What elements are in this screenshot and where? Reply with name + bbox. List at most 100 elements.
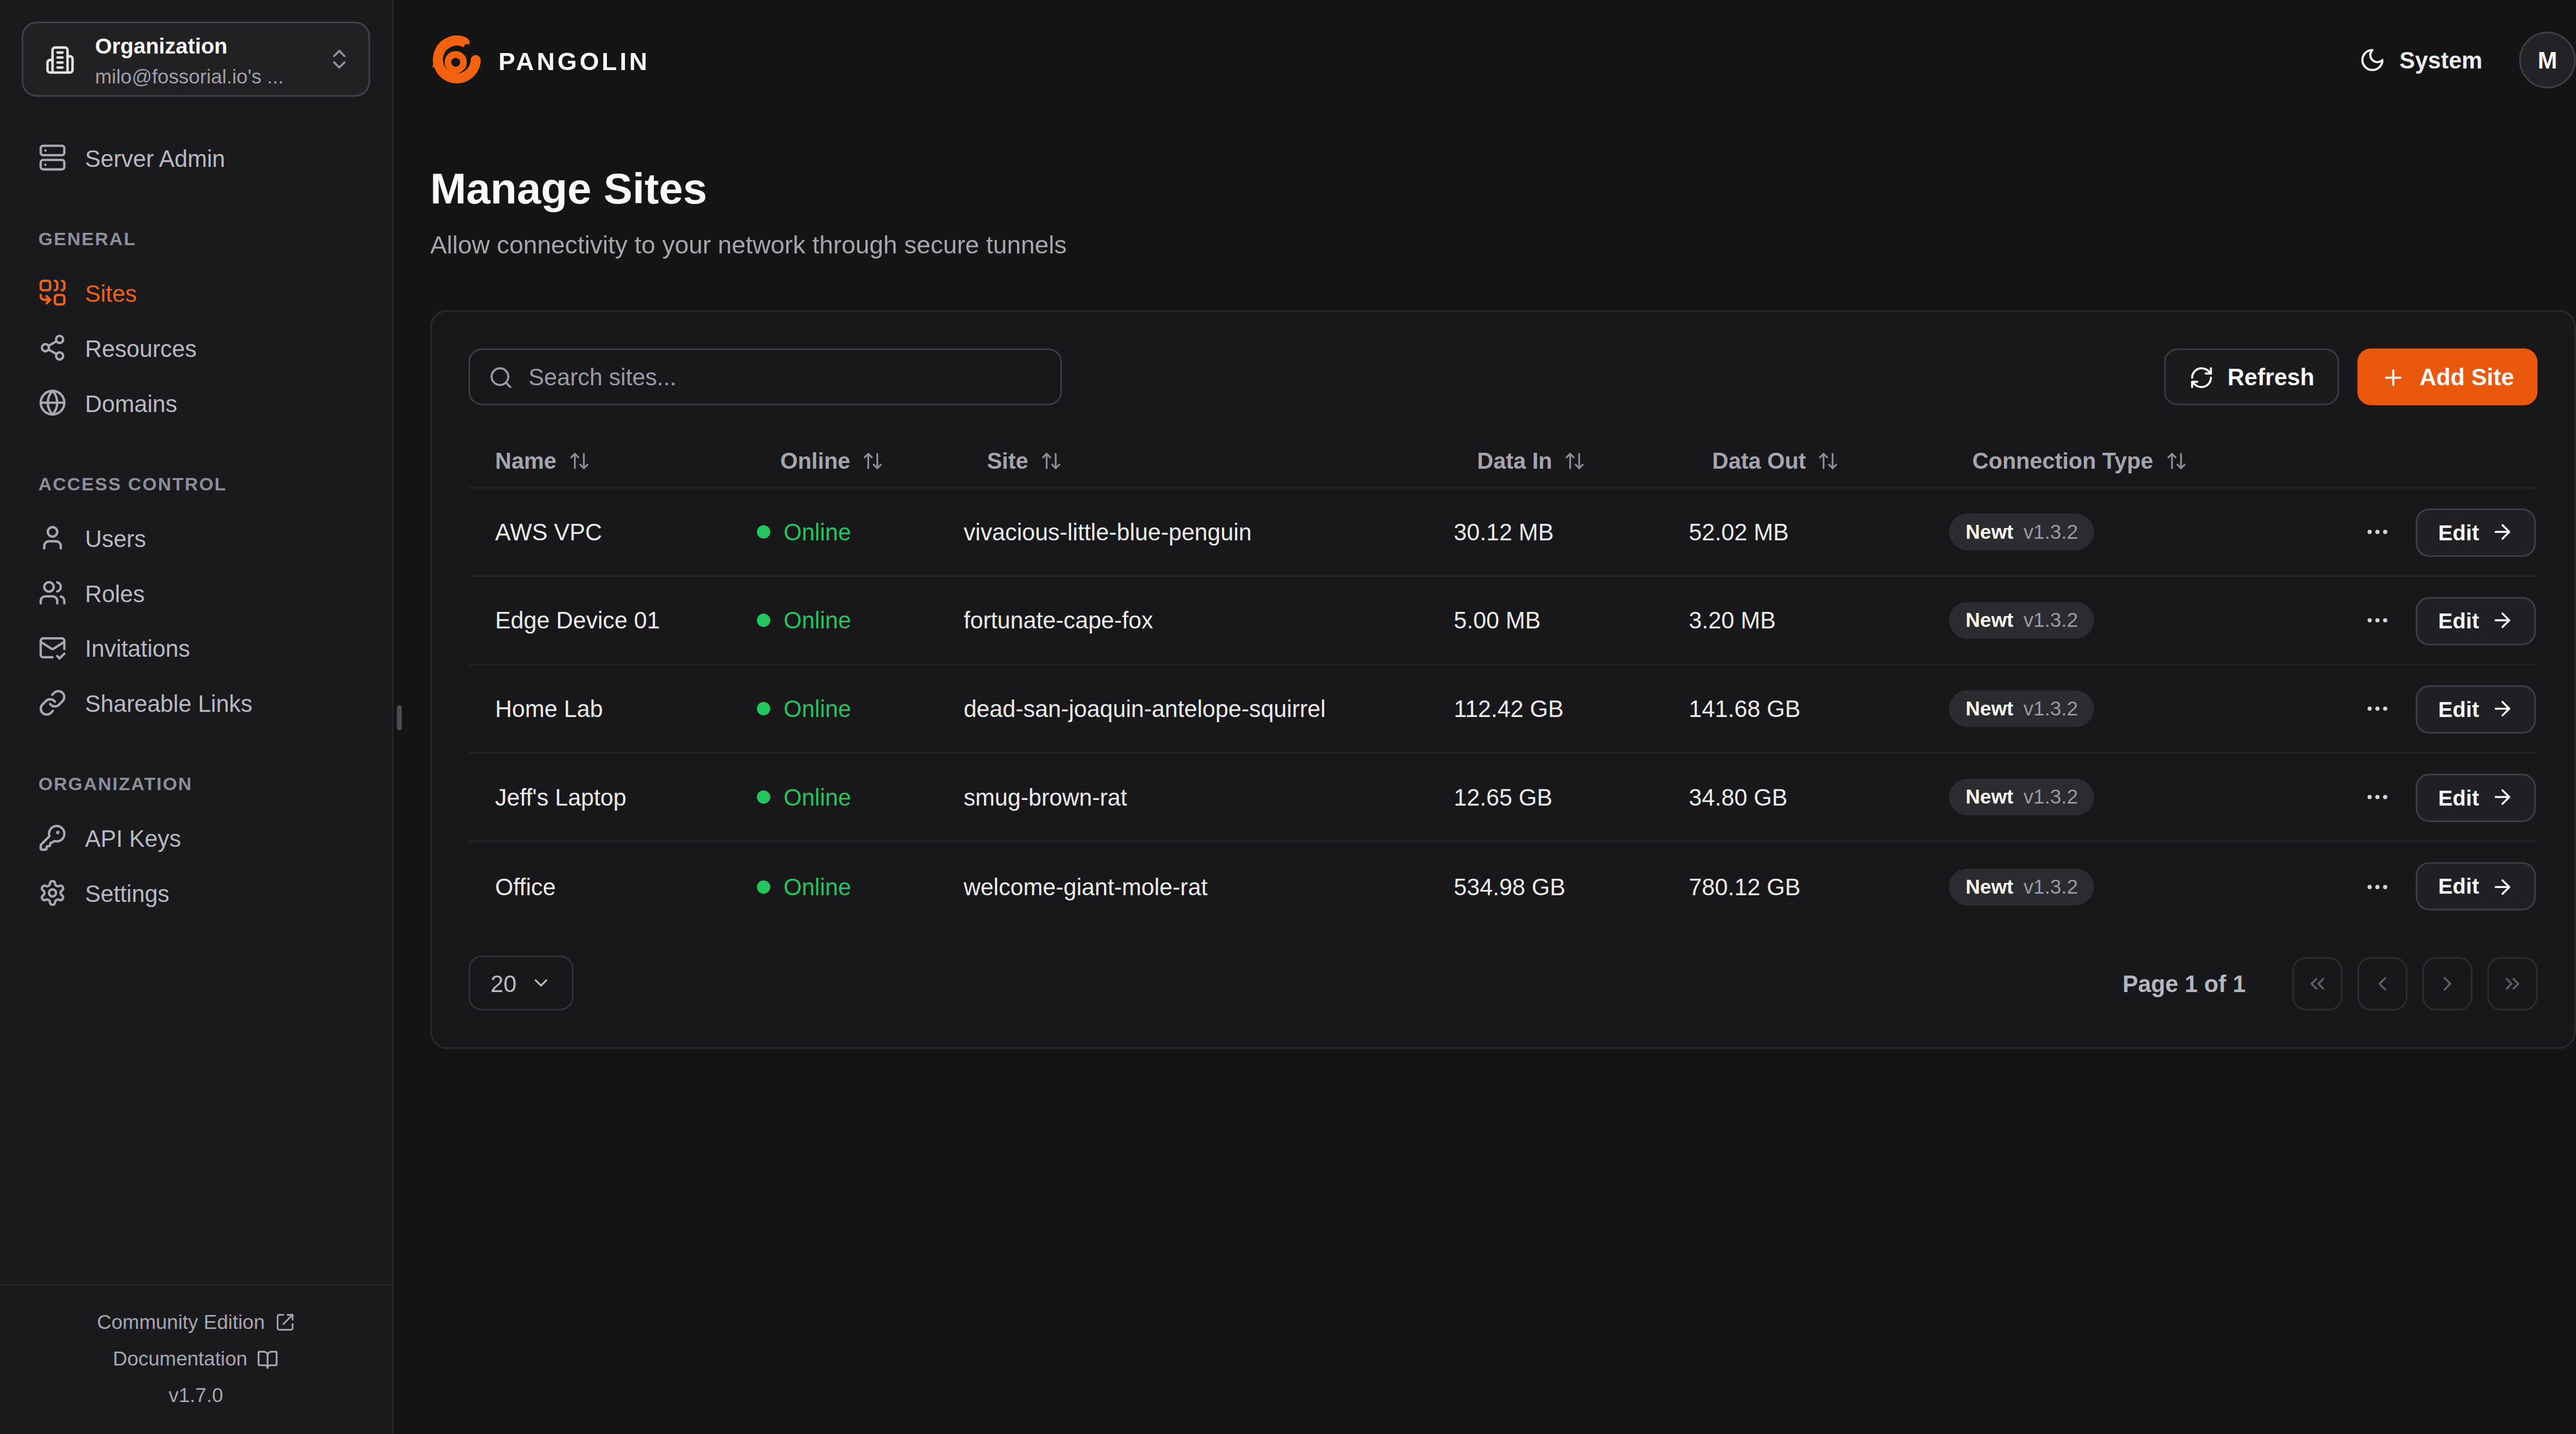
sidebar-item-settings[interactable]: Settings bbox=[23, 865, 368, 920]
column-label: Name bbox=[495, 448, 556, 473]
connection-type-badge: Newtv1.3.2 bbox=[1949, 602, 2095, 639]
data-in: 12.65 GB bbox=[1454, 783, 1552, 810]
row-actions-cell: Edit bbox=[2312, 862, 2537, 911]
online-dot-icon bbox=[757, 525, 770, 539]
search-box bbox=[468, 349, 1062, 405]
sort-icon bbox=[2165, 449, 2187, 471]
sidebar-item-invitations[interactable]: Invitations bbox=[23, 620, 368, 675]
sidebar-item-users[interactable]: Users bbox=[23, 510, 368, 566]
sort-icon bbox=[1564, 449, 1585, 471]
site-name-cell: Edge Device 01 bbox=[468, 607, 730, 634]
site-name-cell: Home Lab bbox=[468, 695, 730, 722]
data-out: 52.02 MB bbox=[1689, 519, 1789, 545]
next-page-button[interactable] bbox=[2422, 957, 2472, 1010]
site-slug: fortunate-cape-fox bbox=[963, 607, 1153, 634]
connection-type-badge: Newtv1.3.2 bbox=[1949, 868, 2095, 904]
connection-type-badge: Newtv1.3.2 bbox=[1949, 690, 2095, 727]
connection-type: Newt bbox=[1965, 786, 2013, 809]
sidebar-item-api-keys[interactable]: API Keys bbox=[23, 810, 368, 865]
online-dot-icon bbox=[757, 613, 770, 627]
arrow-right-icon bbox=[2491, 609, 2514, 632]
connection-type: Newt bbox=[1965, 875, 2013, 898]
main-content: PANGOLIN System M Manage Sites Allow con… bbox=[394, 0, 2576, 1434]
first-page-button[interactable] bbox=[2293, 957, 2343, 1010]
column-header-data-out[interactable]: Data Out bbox=[1662, 448, 1922, 473]
mail-check-icon bbox=[38, 634, 66, 662]
previous-page-button[interactable] bbox=[2358, 957, 2408, 1010]
link-icon bbox=[38, 689, 66, 717]
refresh-button[interactable]: Refresh bbox=[2164, 349, 2340, 405]
edit-button[interactable]: Edit bbox=[2416, 596, 2536, 644]
column-header-site[interactable]: Site bbox=[937, 448, 1427, 473]
community-edition-link[interactable]: Community Edition bbox=[0, 1304, 392, 1340]
online-status: Online bbox=[784, 873, 851, 900]
sidebar-item-shareable-links[interactable]: Shareable Links bbox=[23, 675, 368, 730]
table-row[interactable]: Home Lab Online dead-san-joaquin-antelop… bbox=[468, 665, 2537, 754]
last-page-button[interactable] bbox=[2487, 957, 2537, 1010]
column-label: Online bbox=[780, 448, 850, 473]
sidebar-scrollbar-thumb[interactable] bbox=[397, 705, 402, 730]
globe-icon bbox=[38, 388, 66, 417]
documentation-link[interactable]: Documentation bbox=[0, 1341, 392, 1377]
table-row[interactable]: Edge Device 01 Online fortunate-cape-fox… bbox=[468, 577, 2537, 665]
chevrons-right-icon bbox=[2501, 971, 2524, 995]
pagination-controls: Page 1 of 1 bbox=[2123, 957, 2538, 1010]
data-in-cell: 30.12 MB bbox=[1427, 519, 1662, 545]
column-header-data-in[interactable]: Data In bbox=[1427, 448, 1662, 473]
site-name-cell: Office bbox=[468, 873, 730, 900]
avatar[interactable]: M bbox=[2519, 32, 2576, 89]
add-site-button[interactable]: Add Site bbox=[2358, 349, 2537, 405]
sidebar-item-resources[interactable]: Resources bbox=[23, 320, 368, 375]
data-out-cell: 52.02 MB bbox=[1662, 519, 1922, 545]
table-row[interactable]: AWS VPC Online vivacious-little-blue-pen… bbox=[468, 488, 2537, 577]
online-dot-icon bbox=[757, 880, 770, 893]
site-name-cell: Jeff's Laptop bbox=[468, 783, 730, 810]
page-size-select[interactable]: 20 bbox=[468, 955, 573, 1011]
data-in: 112.42 GB bbox=[1454, 695, 1564, 722]
data-out-cell: 780.12 GB bbox=[1662, 873, 1922, 900]
online-status-cell: Online bbox=[730, 519, 937, 545]
table-row[interactable]: Jeff's Laptop Online smug-brown-rat 12.6… bbox=[468, 754, 2537, 842]
edit-button[interactable]: Edit bbox=[2416, 862, 2536, 911]
sidebar-item-roles[interactable]: Roles bbox=[23, 565, 368, 620]
theme-toggle-button[interactable]: System bbox=[2360, 47, 2483, 74]
data-out: 780.12 GB bbox=[1689, 873, 1801, 900]
row-menu-button[interactable] bbox=[2365, 519, 2392, 545]
edit-button[interactable]: Edit bbox=[2416, 685, 2536, 733]
data-in: 30.12 MB bbox=[1454, 519, 1554, 545]
arrow-right-icon bbox=[2491, 786, 2514, 809]
table-body: AWS VPC Online vivacious-little-blue-pen… bbox=[468, 488, 2537, 930]
column-header-connection-type[interactable]: Connection Type bbox=[1922, 448, 2312, 473]
edit-button[interactable]: Edit bbox=[2416, 773, 2536, 821]
connection-type-cell: Newtv1.3.2 bbox=[1922, 868, 2312, 904]
online-status-cell: Online bbox=[730, 783, 937, 810]
search-input[interactable] bbox=[529, 364, 1042, 390]
online-dot-icon bbox=[757, 790, 770, 804]
row-menu-button[interactable] bbox=[2365, 783, 2392, 810]
data-in: 534.98 GB bbox=[1454, 873, 1566, 900]
connection-version: v1.3.2 bbox=[2023, 786, 2078, 809]
table-row[interactable]: Office Online welcome-giant-mole-rat 534… bbox=[468, 842, 2537, 931]
sort-icon bbox=[1818, 449, 1839, 471]
arrow-right-icon bbox=[2491, 697, 2514, 720]
edit-label: Edit bbox=[2438, 608, 2479, 633]
sort-icon bbox=[862, 449, 884, 471]
row-actions-cell: Edit bbox=[2312, 508, 2537, 556]
row-menu-button[interactable] bbox=[2365, 873, 2392, 900]
column-header-online[interactable]: Online bbox=[730, 448, 937, 473]
sidebar-item-sites[interactable]: Sites bbox=[23, 265, 368, 320]
toolbar-buttons: Refresh Add Site bbox=[2164, 349, 2538, 405]
org-selector[interactable]: Organization milo@fossorial.io's ... bbox=[22, 22, 370, 97]
site-slug: vivacious-little-blue-penguin bbox=[963, 519, 1251, 545]
online-status-cell: Online bbox=[730, 607, 937, 634]
sidebar-item-domains[interactable]: Domains bbox=[23, 375, 368, 430]
data-in-cell: 112.42 GB bbox=[1427, 695, 1662, 722]
row-menu-button[interactable] bbox=[2365, 607, 2392, 634]
sidebar-item-server-admin[interactable]: Server Admin bbox=[23, 130, 368, 185]
edit-button[interactable]: Edit bbox=[2416, 508, 2536, 556]
column-header-name[interactable]: Name bbox=[468, 448, 730, 473]
row-actions-cell: Edit bbox=[2312, 685, 2537, 733]
row-menu-button[interactable] bbox=[2365, 695, 2392, 722]
sidebar-item-label: Sites bbox=[85, 279, 137, 306]
data-in-cell: 12.65 GB bbox=[1427, 783, 1662, 810]
